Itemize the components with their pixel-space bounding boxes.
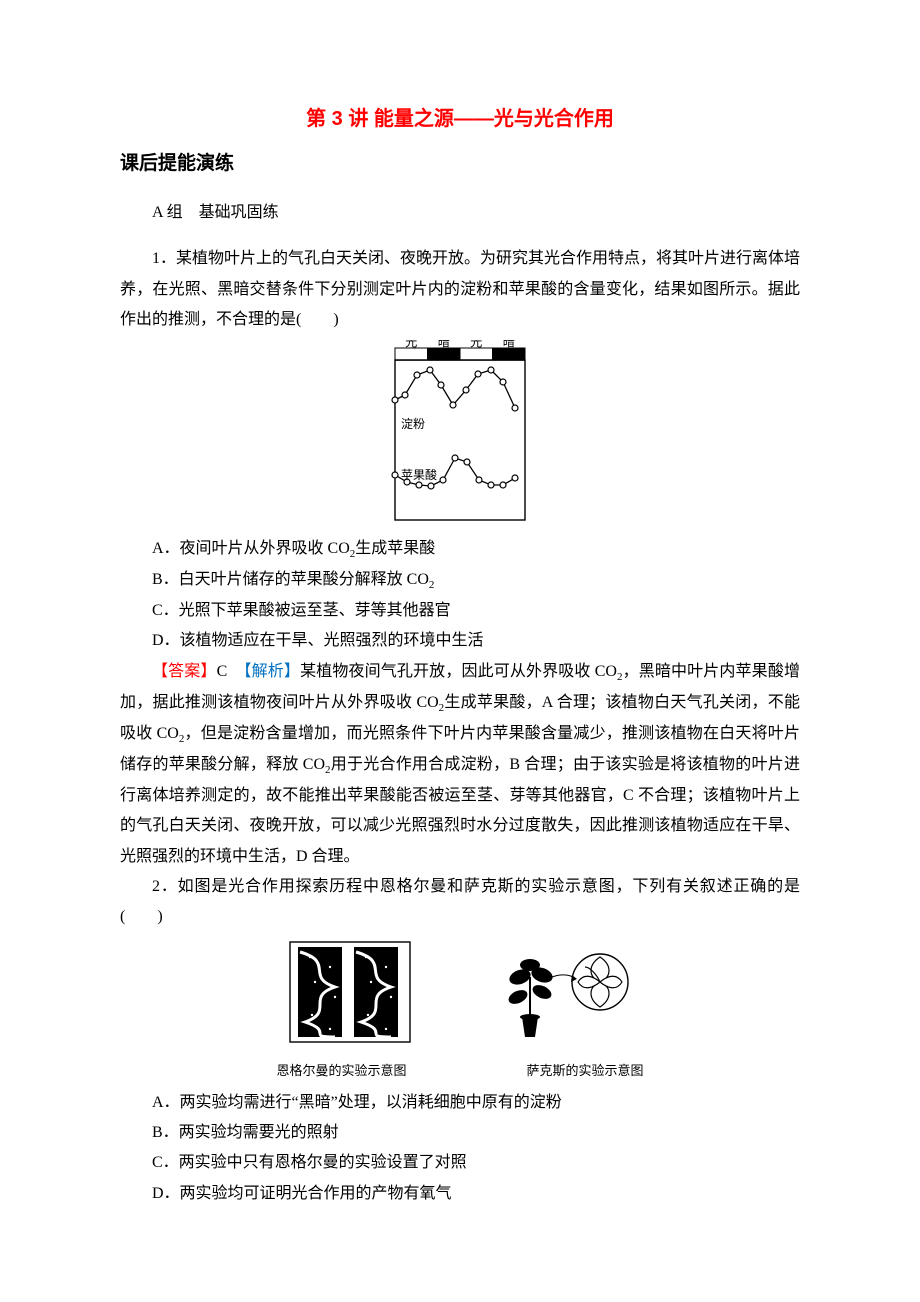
q1-answer-paragraph: 【答案】C 【解析】某植物夜间气孔开放，因此可从外界吸收 CO2，黑暗中叶片内苹… — [120, 657, 800, 872]
q1-option-a: A．夜间叶片从外界吸收 CO2生成苹果酸 — [120, 534, 800, 565]
caption-engelmann: 恩格尔曼的实验示意图 — [276, 1059, 406, 1084]
svg-text:暗: 暗 — [503, 340, 515, 349]
svg-text:淀粉: 淀粉 — [401, 417, 425, 431]
svg-text:光: 光 — [405, 340, 417, 349]
caption-sachs: 萨克斯的实验示意图 — [527, 1059, 644, 1084]
q2-option-d: D．两实验均可证明光合作用的产物有氧气 — [120, 1179, 800, 1209]
answer-value: C — [217, 663, 244, 680]
q1-opt-b-text: B．白天叶片储存的苹果酸分解释放 CO — [152, 571, 429, 588]
q1-chart: 光 暗 光 暗 淀粉苹果酸 — [120, 340, 800, 530]
q2-option-b: B．两实验均需要光的照射 — [120, 1118, 800, 1148]
svg-text:光: 光 — [470, 340, 482, 349]
engelmann-diagram-icon — [290, 942, 410, 1042]
q1-opt-a-text: A．夜间叶片从外界吸收 CO — [152, 540, 350, 557]
section-subtitle: 课后提能演练 — [120, 146, 800, 182]
sachs-diagram-icon — [506, 954, 628, 1037]
sub-2: 2 — [429, 579, 435, 591]
svg-text:苹果酸: 苹果酸 — [401, 467, 437, 482]
q2-stem: 2．如图是光合作用探索历程中恩格尔曼和萨克斯的实验示意图，下列有关叙述正确的是(… — [120, 872, 800, 933]
q1-option-d: D．该植物适应在干旱、光照强烈的环境中生活 — [120, 626, 800, 656]
q1-stem: 1．某植物叶片上的气孔白天关闭、夜晚开放。为研究其光合作用特点，将其叶片进行离体… — [120, 244, 800, 335]
group-label: A 组 基础巩固练 — [120, 198, 800, 228]
answer-label: 【答案】 — [152, 663, 217, 680]
q2-option-a: A．两实验均需进行“黑暗”处理，以消耗细胞中原有的淀粉 — [120, 1088, 800, 1118]
parse-label: 【解析】 — [244, 663, 301, 680]
page: 第 3 讲 能量之源——光与光合作用 课后提能演练 A 组 基础巩固练 1．某植… — [0, 0, 920, 1302]
parse-text-1: 某植物夜间气孔开放，因此可从外界吸收 CO — [300, 663, 617, 680]
q2-captions: 恩格尔曼的实验示意图 萨克斯的实验示意图 — [120, 1059, 800, 1084]
q1-opt-a-post: 生成苹果酸 — [355, 540, 435, 557]
q1-option-b: B．白天叶片储存的苹果酸分解释放 CO2 — [120, 565, 800, 596]
svg-text:暗: 暗 — [438, 340, 450, 349]
q2-figures: 恩格尔曼的实验示意图 萨克斯的实验示意图 — [120, 937, 800, 1084]
lesson-title: 第 3 讲 能量之源——光与光合作用 — [120, 100, 800, 138]
q2-option-c: C．两实验中只有恩格尔曼的实验设置了对照 — [120, 1148, 800, 1178]
q1-option-c: C．光照下苹果酸被运至茎、芽等其他器官 — [120, 596, 800, 626]
